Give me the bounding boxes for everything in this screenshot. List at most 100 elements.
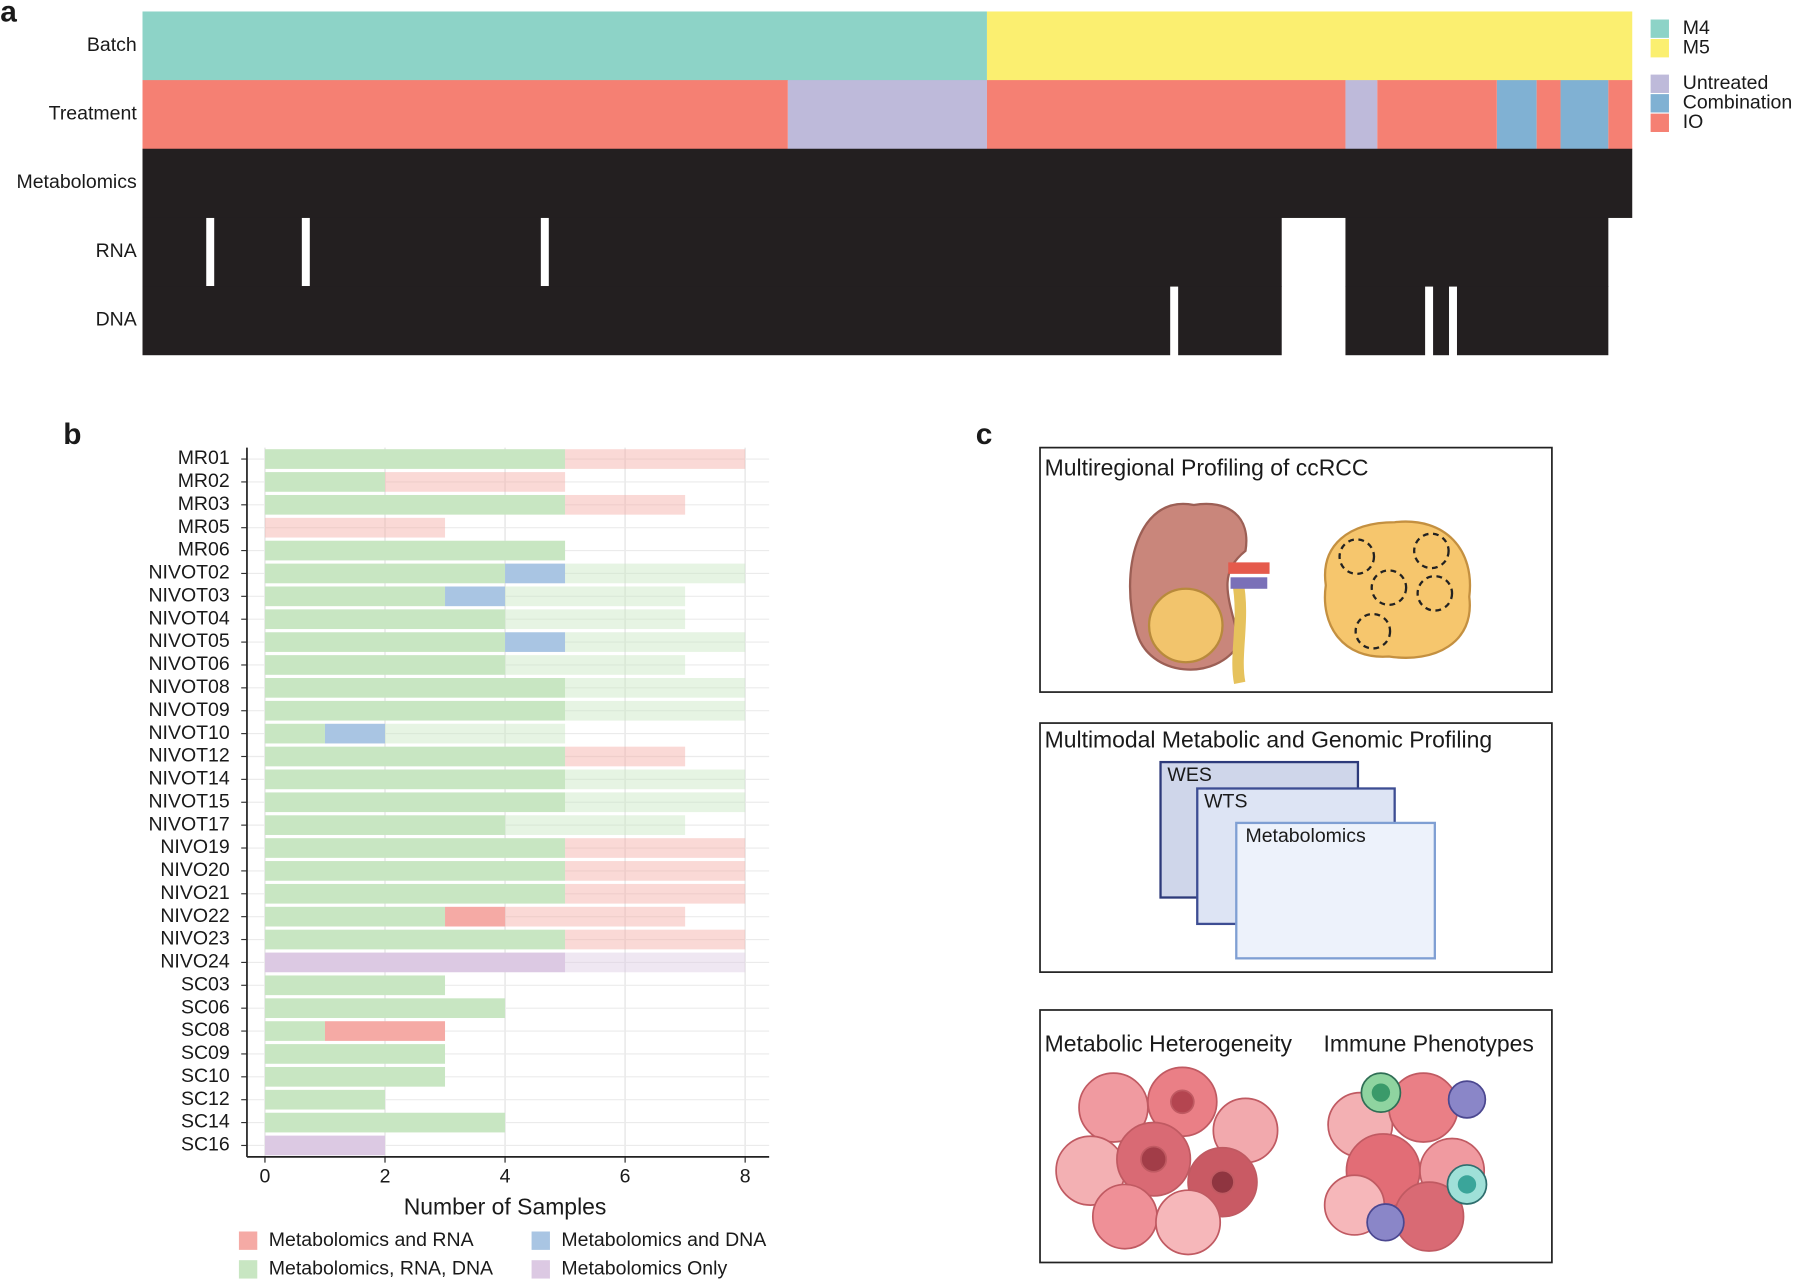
bar-segment [264, 1066, 446, 1087]
y-tick-label: MR06 [178, 539, 230, 561]
track-segment [1496, 80, 1537, 150]
box-caption: Metabolic Heterogeneity [1045, 1031, 1293, 1057]
ureter [1231, 578, 1247, 685]
track-label: DNA [96, 308, 137, 330]
bar-segment [264, 929, 566, 950]
legend-swatch [1650, 19, 1669, 38]
y-tick-label: NIVOT14 [148, 768, 229, 790]
track-segment [142, 11, 987, 81]
bar-segment [505, 815, 686, 835]
legend-label: Metabolomics and RNA [269, 1229, 474, 1251]
bar-segment [445, 586, 506, 607]
y-tick-label: SC10 [181, 1065, 230, 1087]
y-tick-label: NIVOT15 [148, 790, 229, 812]
box-regional: Multiregional Profiling of ccRCC [1039, 446, 1553, 693]
x-axis-title: Number of Samples [404, 1194, 607, 1220]
bar-segment [565, 769, 746, 790]
legend-label: Combination [1683, 91, 1792, 113]
y-tick-label: NIVO19 [160, 836, 229, 858]
bar-segment [385, 723, 566, 744]
legend-swatch [1650, 74, 1669, 93]
bar-segment [565, 929, 746, 950]
track-segment [1536, 80, 1561, 150]
bar-segment [565, 700, 746, 721]
box [1039, 446, 1553, 693]
y-tick-label: NIVO22 [160, 905, 229, 927]
bar-segment [565, 746, 686, 767]
bar-segment [264, 540, 566, 561]
bar-segment [264, 609, 506, 630]
y-tick-label: NIVOT02 [148, 562, 229, 584]
bar-segment [264, 586, 446, 607]
layer-label: WES [1167, 764, 1211, 786]
y-tick-label: MR02 [178, 470, 230, 492]
track-label: Treatment [49, 103, 138, 125]
track-segment [309, 217, 541, 287]
bar-segment [264, 792, 566, 813]
bar-segment [264, 975, 446, 996]
bar-segment [264, 838, 566, 858]
y-tick-label: SC06 [181, 996, 230, 1018]
bar-segment [565, 861, 746, 881]
bar-segment [264, 769, 566, 790]
bar-segment [264, 700, 566, 721]
track-segment [142, 217, 207, 287]
bar-segment [264, 906, 446, 927]
tumor [1147, 587, 1224, 664]
x-tick-label: 0 [260, 1166, 271, 1188]
bar-segment [565, 494, 686, 515]
bar-segment [565, 632, 746, 652]
legend-swatch [1650, 94, 1669, 113]
box-caption: Immune Phenotypes [1324, 1031, 1534, 1057]
bar-segment [264, 517, 446, 538]
legend-label: M4 [1683, 17, 1710, 39]
bar-segment [505, 632, 566, 652]
vein [1230, 577, 1268, 589]
bar-segment [324, 723, 386, 744]
x-tick-label: 8 [740, 1166, 751, 1188]
bar-segment [505, 563, 566, 584]
bar-segment [264, 1089, 386, 1110]
bar-segment [264, 563, 506, 584]
y-tick-label: MR03 [178, 493, 230, 515]
y-tick-label: NIVOT09 [148, 699, 229, 721]
track-segment [142, 148, 1633, 218]
bar-segment [264, 655, 506, 675]
legend-swatch [1650, 113, 1669, 132]
y-tick-label: MR01 [178, 447, 230, 469]
panel-letter: a [0, 0, 17, 29]
bar-segment [505, 655, 686, 675]
y-tick-label: SC14 [181, 1111, 230, 1133]
bar-segment [264, 1044, 446, 1064]
legend-swatch [238, 1231, 258, 1250]
x-tick-label: 2 [380, 1166, 391, 1188]
y-tick-label: NIVO21 [160, 882, 229, 904]
y-tick-label: SC03 [181, 973, 230, 995]
tumor [1323, 520, 1472, 659]
bar-segment [264, 494, 566, 515]
y-tick-label: SC16 [181, 1134, 230, 1156]
layer-label: Metabolomics [1245, 825, 1366, 847]
legend-swatch [238, 1260, 258, 1279]
bar-segment [505, 609, 686, 630]
y-tick-label: NIVOT05 [148, 630, 229, 652]
bar-segment [505, 906, 686, 927]
bar-segment [264, 952, 566, 973]
panel-letter: b [63, 418, 81, 451]
track-label: RNA [96, 240, 137, 262]
legend-swatch [1650, 39, 1669, 58]
bar-segment [565, 883, 746, 904]
y-tick-label: MR05 [178, 516, 230, 538]
track-segment [142, 286, 1171, 356]
y-tick-label: NIVOT10 [148, 722, 229, 744]
bar-segment [324, 1021, 446, 1041]
track-segment [986, 11, 1633, 81]
y-tick-label: NIVO23 [160, 928, 229, 950]
bar-segment [565, 678, 746, 698]
x-tick-label: 4 [500, 1166, 511, 1188]
track-segment [214, 217, 302, 287]
layer [1235, 821, 1436, 960]
y-tick-label: NIVOT12 [148, 745, 229, 767]
